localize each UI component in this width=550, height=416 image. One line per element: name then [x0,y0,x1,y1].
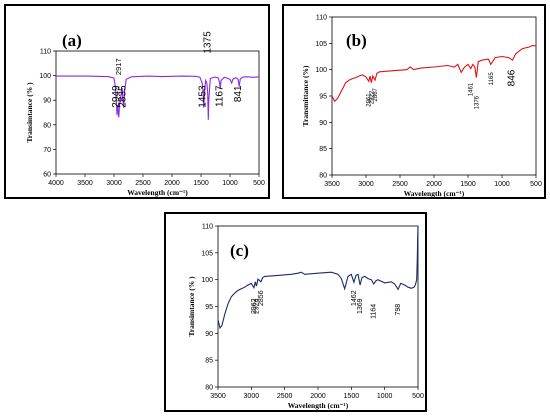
y-tick-label: 90 [319,120,327,127]
x-tick-label: 2000 [310,393,326,400]
y-tick-label: 100 [39,73,51,80]
y-tick-label: 60 [43,172,51,179]
y-tick-label: 100 [315,67,327,74]
peak-annotation: 1164 [371,304,378,319]
chart-a-svg: 4000 3500 3000 2500 2000 1500 1000 500 60 70 80 90 1… [25,31,265,197]
y-tick-label: 110 [40,49,51,56]
y-tick-label: 95 [205,304,213,311]
plot-area [55,50,260,175]
y-axis-label: Transimtance (% ) [25,82,34,143]
y-tick-label: 85 [205,358,213,365]
y-tick-label: 110 [202,224,213,231]
y-tick-label: 90 [205,331,213,338]
y-tick-label: 80 [319,173,327,180]
x-tick-label: 3000 [358,181,374,188]
chart-b-svg: 3500 3000 2500 2000 1500 1000 500 80 85 90 95 100 10… [301,15,542,199]
spectrum-line [331,44,537,103]
peak-annotation: 846 [506,69,517,86]
peak-annotation: 2835 [118,85,129,108]
chart-panel-c: 3500 3000 2500 2000 1500 1000 500 80 85 90 95 100 10… [164,212,427,412]
x-tick-label: 1000 [494,181,510,188]
y-tick-label: 80 [43,122,51,129]
y-tick-label: 80 [205,385,213,392]
x-tick-label: 3500 [324,181,340,188]
x-axis-label: Wavelength (cm⁻¹) [288,401,349,410]
y-tick-label: 95 [319,94,327,101]
x-tick-label: 1500 [344,393,360,400]
x-tick-label: 4000 [48,180,64,187]
x-tick-label: 1500 [460,181,476,188]
peak-annotation: 2949 [111,85,122,108]
peak-annotation: 798 [395,304,402,316]
peak-annotation: 2961 [367,93,373,107]
x-tick-label: 1000 [377,393,393,400]
peak-annotation: 1462 [351,290,358,306]
x-tick-label: 2500 [392,181,408,188]
spectrum-line [56,75,260,120]
x-tick-label: 3500 [77,180,93,187]
x-tick-label: 2500 [277,393,293,400]
x-tick-label: 3000 [106,180,122,187]
x-tick-label: 3500 [210,393,226,400]
panel-label: (c) [230,241,249,260]
peak-annotation: 2962 [251,298,258,314]
x-tick-label: 2500 [135,180,151,187]
x-tick-label: 500 [253,180,265,187]
x-tick-label: 3000 [244,393,260,400]
peak-annotation: 1375 [202,31,213,54]
y-tick-label: 105 [315,41,327,48]
panel-label: (b) [346,31,367,50]
y-tick-label: 100 [201,277,213,284]
chart-c-svg: 3500 3000 2500 2000 1500 1000 500 80 85 90 95 100 10… [187,224,424,411]
x-tick-label: 1500 [193,180,209,187]
x-tick-label: 2000 [426,181,442,188]
peak-annotation: 1369 [357,298,364,314]
y-tick-label: 105 [201,250,213,257]
y-tick-label: 110 [316,15,327,22]
x-tick-label: 2000 [164,180,180,187]
peak-annotation: 2856 [258,290,265,306]
chart-panel-b: 3500 3000 2500 2000 1500 1000 500 80 85 90 95 100 10… [282,4,546,199]
peak-annotation: 2922 [369,90,375,104]
panel-label: (a) [62,31,82,50]
y-axis-label: Transmittance (%) [301,65,310,126]
x-tick-label: 500 [412,393,424,400]
chart-panel-a: 4000 3500 3000 2500 2000 1500 1000 500 60 70 80 90 1… [4,4,270,199]
y-tick-label: 85 [319,146,327,153]
peak-annotation: 2924 [253,298,260,314]
y-tick-label: 90 [43,98,51,105]
x-axis-label: Wavelength (cm⁻¹) [127,188,188,197]
peak-annotation: 1167 [214,85,225,107]
peak-annotation: 1165 [489,72,495,86]
peak-annotation: 841 [233,85,244,102]
x-tick-label: 500 [530,181,542,188]
x-axis-label: Wavelength (cm⁻¹) [404,189,465,198]
peak-annotation: 1453 [198,85,209,108]
peak-annotation: 1461 [469,82,475,96]
spectrum-line [217,225,419,330]
peak-annotation: 1376 [474,95,480,109]
peak-annotation: 2917 [114,58,123,75]
y-tick-label: 70 [43,147,51,154]
x-tick-label: 1000 [222,180,238,187]
y-axis-label: Transimtance (% ) [187,276,196,337]
peak-annotation: 2867 [373,87,379,101]
